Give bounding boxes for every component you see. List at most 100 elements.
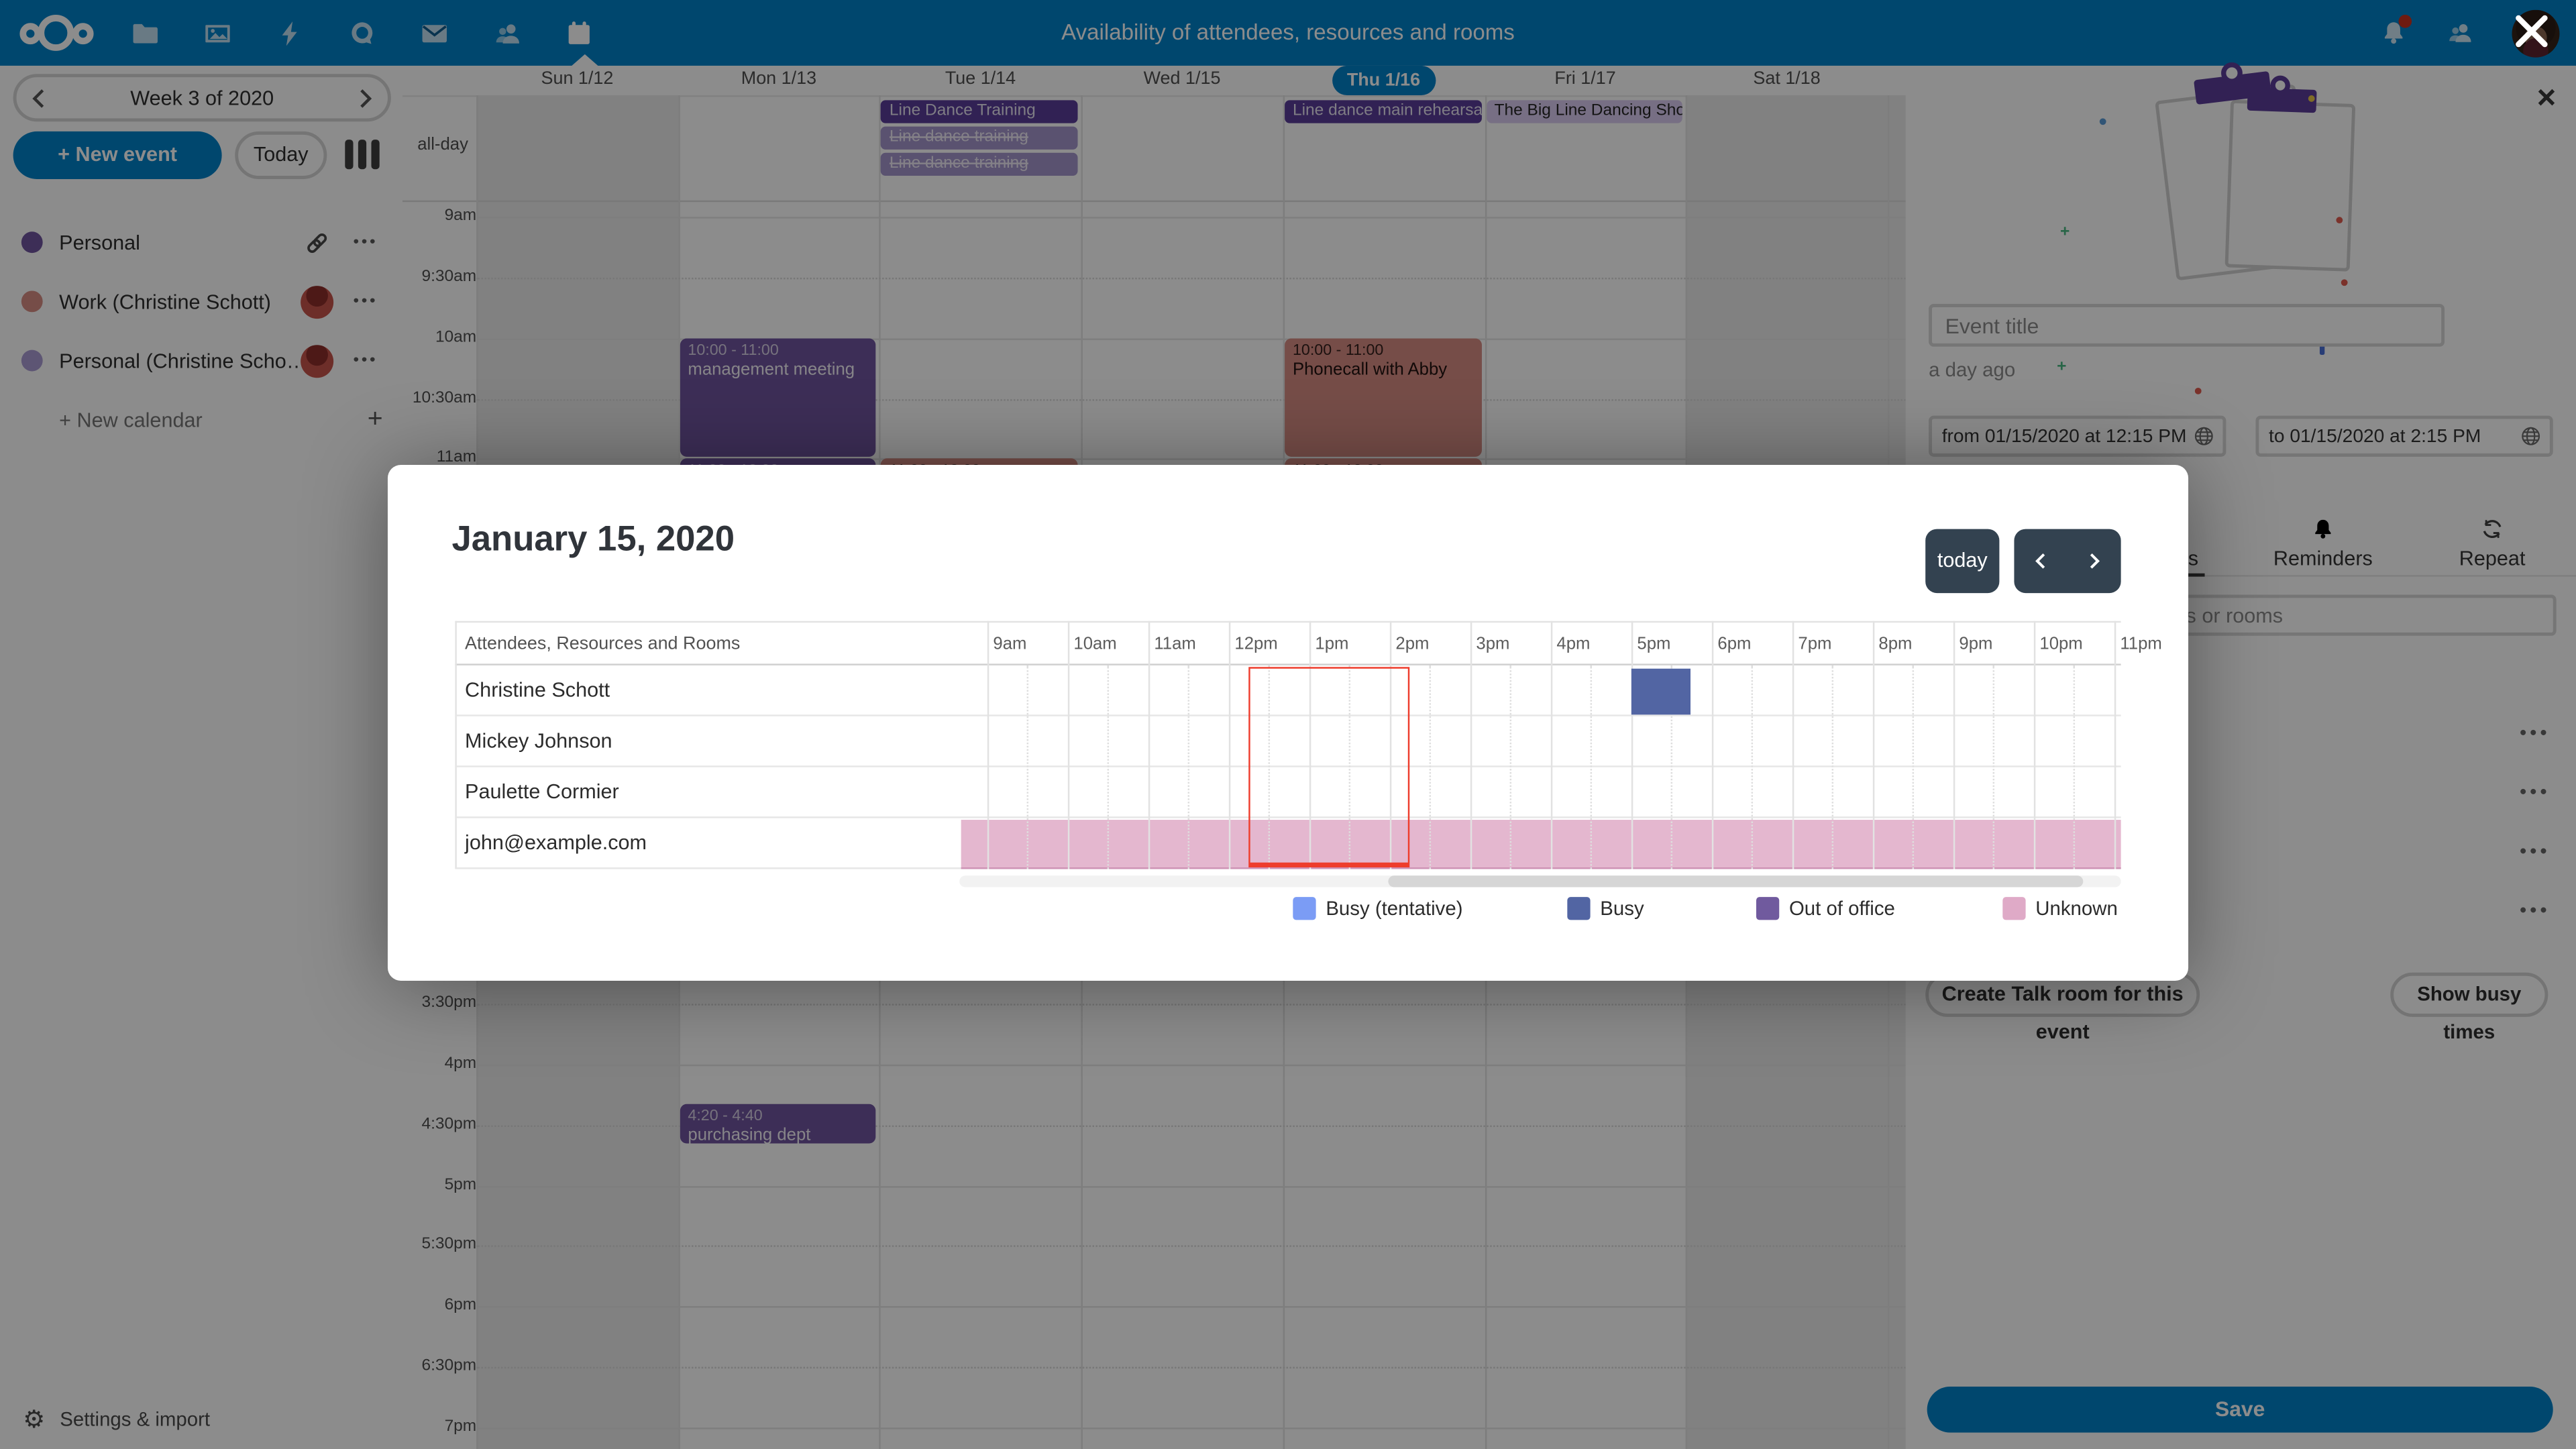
timezone-globe-icon[interactable]	[2193, 425, 2214, 447]
grid-scrollbar	[959, 875, 2121, 888]
allday-event[interactable]: Line Dance Training	[881, 100, 1078, 123]
day-header[interactable]: Wed 1/15	[1143, 68, 1221, 89]
calendar-color-dot	[21, 231, 43, 254]
hour-gridline	[476, 1306, 1906, 1309]
to-datetime-field[interactable]: to 01/15/2020 at 2:15 PM	[2255, 415, 2553, 457]
day-header[interactable]: Sat 1/18	[1753, 68, 1821, 89]
half-hour-gridline	[1992, 665, 1995, 869]
hour-gridline	[1228, 621, 1230, 869]
hour-gridline	[1711, 621, 1713, 869]
time-axis-label: 10am	[435, 328, 477, 346]
nextcloud-logo-icon[interactable]	[19, 13, 99, 53]
calendar-event[interactable]: 10:00 - 11:00 management meeting	[680, 337, 877, 458]
day-header[interactable]: Thu 1/16	[1283, 65, 1484, 96]
calendar-menu-icon[interactable]: •••	[353, 232, 378, 251]
new-calendar-button[interactable]: + New calendar +	[0, 398, 402, 442]
hour-gridline	[476, 217, 1906, 219]
attendee-menu-icon[interactable]: •••	[2519, 780, 2551, 804]
tab-repeat[interactable]: Repeat	[2414, 517, 2571, 576]
hour-gridline	[1067, 621, 1069, 869]
attendee-menu-icon[interactable]: •••	[2519, 839, 2551, 863]
allday-event[interactable]: Line dance training	[881, 126, 1078, 150]
calendar-event[interactable]: 10:00 - 11:00 Phonecall with Abby	[1284, 337, 1481, 458]
previous-week-button[interactable]	[26, 85, 52, 111]
grid-time-label: 2pm	[1395, 634, 1430, 654]
files-icon[interactable]	[131, 19, 160, 47]
week-label[interactable]: Week 3 of 2020	[130, 86, 274, 109]
from-datetime-field[interactable]: from 01/15/2020 at 12:15 PM	[1929, 415, 2226, 457]
time-axis-label: 5:30pm	[421, 1236, 477, 1254]
allday-event[interactable]: Line dance training	[881, 152, 1078, 176]
event-time: 10:00 - 11:00	[688, 341, 779, 360]
half-hour-gridline	[1026, 665, 1029, 869]
grid-time-label: 12pm	[1234, 634, 1278, 654]
grid-time-label: 3pm	[1476, 634, 1510, 654]
allday-divider	[402, 200, 1906, 203]
save-button[interactable]: Save	[1927, 1386, 2553, 1433]
today-button[interactable]: Today	[235, 131, 327, 179]
attendee-row[interactable]	[455, 767, 2121, 818]
close-editor-icon[interactable]: ×	[2536, 80, 2557, 117]
activity-icon[interactable]	[276, 19, 304, 47]
day-header[interactable]: Sun 1/12	[541, 68, 614, 89]
day-header[interactable]: Tue 1/14	[945, 68, 1016, 89]
day-header[interactable]: Mon 1/13	[741, 68, 817, 89]
next-day-button[interactable]	[2068, 529, 2121, 594]
calendar-item[interactable]: Work (Christine Schott) •••	[0, 279, 402, 323]
grid-scrollbar-thumb[interactable]	[1388, 875, 2084, 888]
attendee-row[interactable]	[455, 716, 2121, 767]
tab-reminders[interactable]: Reminders	[2244, 517, 2402, 576]
calendar-menu-icon[interactable]: •••	[353, 350, 378, 369]
share-link-icon[interactable]	[304, 229, 330, 256]
calendar-event[interactable]: 4:20 - 4:40 purchasing dept	[680, 1104, 877, 1146]
legend-swatch	[1756, 896, 1780, 920]
notification-dot	[2398, 15, 2412, 28]
timezone-globe-icon[interactable]	[2520, 425, 2542, 447]
availability-block-unknown	[960, 818, 2121, 869]
bell-icon	[2244, 517, 2402, 543]
time-axis-label: 7pm	[444, 1417, 477, 1436]
selected-timespan[interactable]	[1248, 667, 1409, 868]
availability-modal: January 15, 2020 today Attendees, Resour…	[387, 465, 2189, 981]
half-hour-gridline	[2073, 665, 2076, 869]
hour-gridline	[476, 1124, 1906, 1127]
settings-import-button[interactable]: ⚙ Settings & import	[23, 1405, 210, 1434]
allday-event[interactable]: Line dance main rehearsal	[1284, 100, 1481, 123]
attendee-menu-icon[interactable]: •••	[2519, 898, 2551, 922]
availability-grid[interactable]: Attendees, Resources and Rooms Christine …	[388, 465, 2188, 981]
calendar-menu-icon[interactable]: •••	[353, 291, 378, 310]
event-title: Phonecall with Abby	[1292, 359, 1448, 379]
view-toggle-icon[interactable]	[345, 140, 380, 170]
calendar-item[interactable]: Personal (Christine Scho… •••	[0, 338, 402, 382]
time-axis-label: 11am	[436, 449, 477, 468]
notifications-bell-icon[interactable]	[2381, 15, 2412, 46]
table-left-border	[455, 621, 457, 869]
legend-item: Unknown	[2002, 896, 2118, 920]
photos-icon[interactable]	[204, 19, 232, 47]
event-title-input[interactable]	[1929, 304, 2445, 347]
day-header[interactable]: Fri 1/17	[1554, 68, 1616, 89]
modal-close-icon[interactable]	[2510, 10, 2553, 53]
grid-time-label: 10pm	[2039, 634, 2083, 654]
attendee-row[interactable]	[455, 665, 2121, 716]
show-busy-times-button[interactable]: Show busy times	[2390, 972, 2548, 1043]
half-hour-gridline	[1590, 665, 1593, 869]
calendar-icon[interactable]	[565, 19, 593, 47]
time-axis-label: 9:30am	[421, 267, 477, 286]
availability-block-busy	[1630, 667, 1691, 714]
previous-day-button[interactable]	[2014, 529, 2068, 594]
grid-time-label: 7pm	[1798, 634, 1832, 654]
calendar-item[interactable]: Personal •••	[0, 220, 402, 264]
allday-event[interactable]: The Big Line Dancing Show	[1486, 100, 1683, 123]
legend-swatch	[2002, 896, 2026, 920]
contacts-menu-icon[interactable]	[2447, 19, 2473, 46]
talk-icon[interactable]	[348, 19, 376, 47]
contacts-icon[interactable]	[493, 19, 521, 47]
new-event-button[interactable]: + New event	[13, 131, 222, 179]
next-week-button[interactable]	[352, 85, 378, 111]
modal-today-button[interactable]: today	[1925, 529, 2000, 594]
attendee-menu-icon[interactable]: •••	[2519, 721, 2551, 745]
grid-time-label: 5pm	[1637, 634, 1671, 654]
mail-icon[interactable]	[421, 19, 449, 47]
hour-gridline	[476, 398, 1906, 400]
